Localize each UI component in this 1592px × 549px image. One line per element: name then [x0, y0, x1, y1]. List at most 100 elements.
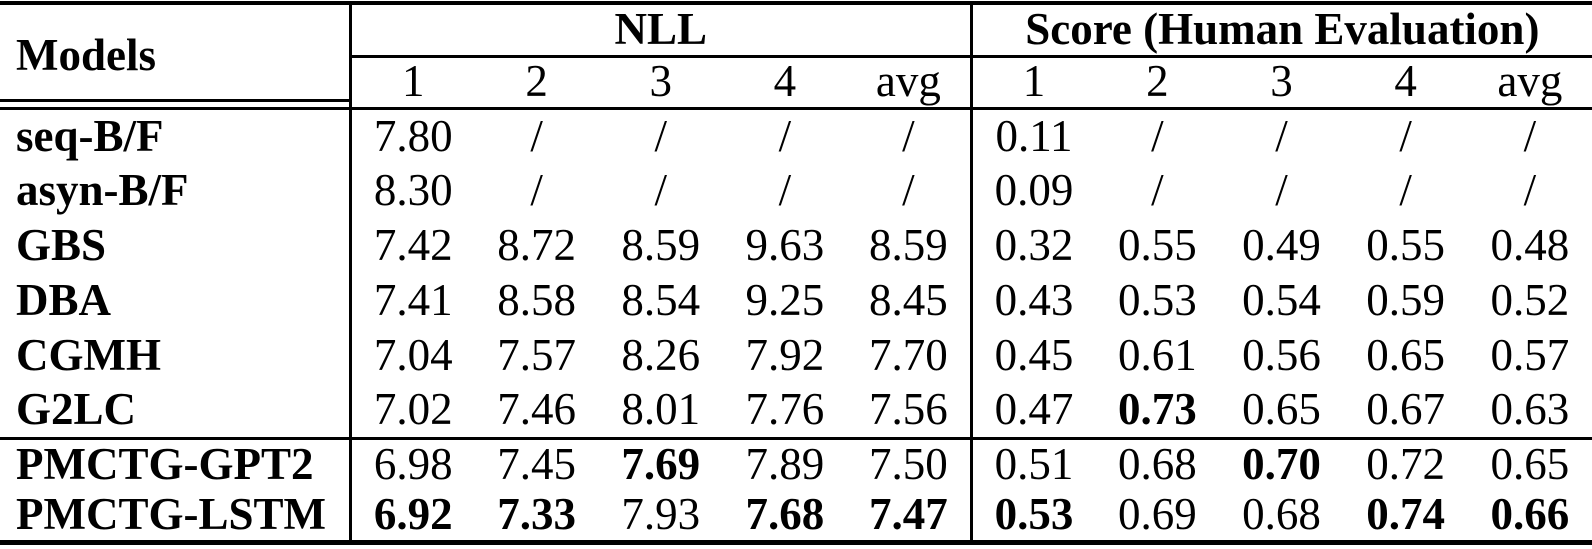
value-cell: 0.66 — [1467, 490, 1592, 545]
value-cell: 7.56 — [846, 383, 973, 438]
group-header-row: Models NLL Score (Human Evaluation) — [0, 1, 1592, 110]
value-cell: 8.59 — [846, 218, 973, 273]
value-cell: / — [778, 110, 792, 161]
value-cell: 7.80 — [373, 110, 453, 161]
table-body: seq-B/F 7.80 / / / / 0.11 / / / / asyn-B… — [0, 108, 1592, 545]
value-cell: / — [654, 164, 668, 215]
value-cell: 8.30 — [373, 164, 453, 215]
value-cell: / — [1275, 110, 1288, 161]
row-label: PMCTG-LSTM — [0, 490, 352, 545]
value-cell: 0.49 — [1242, 219, 1321, 270]
value-cell: 0.65 — [1467, 436, 1592, 490]
table-header: Models NLL Score (Human Evaluation) 1 2 … — [0, 1, 1592, 110]
row-label: asyn-B/F — [0, 163, 352, 218]
row-label: G2LC — [0, 383, 352, 438]
group-header-score: Score (Human Evaluation) — [971, 1, 1592, 58]
value-cell: 7.02 — [373, 384, 453, 435]
value-cell: / — [654, 110, 668, 161]
value-cell: / — [1523, 110, 1537, 161]
value-cell: 0.68 — [1095, 436, 1220, 490]
value-cell: 0.69 — [1095, 490, 1220, 545]
models-column-underline — [0, 99, 350, 102]
value-cell: / — [1523, 164, 1537, 215]
subcol-header-nll-2: 2 — [474, 56, 599, 110]
value-cell: 7.68 — [722, 490, 847, 545]
value-cell: 8.54 — [621, 274, 701, 325]
value-cell: 7.50 — [846, 436, 973, 490]
table-row-dba: DBA 7.41 8.58 8.54 9.25 8.45 0.43 0.53 0… — [0, 273, 1592, 328]
value-cell: 9.25 — [745, 274, 825, 325]
value-cell: 0.63 — [1490, 384, 1570, 435]
value-cell: 7.92 — [745, 329, 825, 380]
value-cell: 7.70 — [846, 328, 973, 383]
value-cell: 0.56 — [1242, 329, 1321, 380]
table-row-pmctg-lstm: PMCTG-LSTM 6.92 7.33 7.93 7.68 7.47 0.53… — [0, 490, 1592, 545]
value-cell: 0.68 — [1219, 490, 1344, 545]
value-cell: 7.47 — [846, 490, 973, 545]
value-cell: 7.04 — [373, 329, 453, 380]
value-cell: 0.65 — [1242, 384, 1321, 435]
subcol-header-score-2: 2 — [1095, 56, 1220, 110]
subcol-header-score-3: 3 — [1219, 56, 1344, 110]
value-cell: 0.43 — [994, 274, 1074, 325]
subcol-header-nll-avg: avg — [846, 56, 973, 110]
value-cell: / — [846, 108, 973, 163]
group-header-nll: NLL — [350, 1, 973, 58]
subcol-header-nll-4: 4 — [722, 56, 847, 110]
row-label: PMCTG-GPT2 — [0, 436, 352, 490]
row-label: DBA — [0, 273, 352, 328]
value-cell: 0.55 — [1366, 219, 1446, 270]
value-cell: 0.61 — [1118, 329, 1197, 380]
row-label: GBS — [0, 218, 352, 273]
value-cell: 0.55 — [1118, 219, 1197, 270]
value-cell: / — [1275, 164, 1288, 215]
subcol-header-score-4: 4 — [1343, 56, 1468, 110]
subcol-header-nll-1: 1 — [350, 56, 475, 110]
value-cell: / — [530, 164, 543, 215]
value-cell: 7.69 — [598, 436, 723, 490]
table-row-g2lc: G2LC 7.02 7.46 8.01 7.76 7.56 0.47 0.73 … — [0, 383, 1592, 438]
table-row-seq-bf: seq-B/F 7.80 / / / / 0.11 / / / / — [0, 108, 1592, 163]
value-cell: 8.45 — [846, 273, 973, 328]
table-row-cgmh: CGMH 7.04 7.57 8.26 7.92 7.70 0.45 0.61 … — [0, 328, 1592, 383]
value-cell: 8.01 — [621, 384, 701, 435]
value-cell: 0.47 — [994, 384, 1074, 435]
value-cell: 7.45 — [474, 436, 599, 490]
value-cell: 6.92 — [350, 490, 475, 545]
value-cell: 0.51 — [971, 436, 1096, 490]
value-cell: 0.72 — [1343, 436, 1468, 490]
value-cell: / — [1399, 110, 1412, 161]
models-header-cell: Models — [0, 1, 352, 110]
value-cell: 0.53 — [1118, 274, 1197, 325]
value-cell: 0.57 — [1490, 329, 1570, 380]
value-cell: 7.41 — [373, 274, 453, 325]
value-cell: / — [1151, 110, 1164, 161]
subcol-header-score-1: 1 — [971, 56, 1096, 110]
value-cell: 7.33 — [474, 490, 599, 545]
subcolumn-header-row: 1 2 3 4 avg 1 2 3 4 avg — [0, 56, 1592, 110]
value-cell: / — [1151, 164, 1164, 215]
value-cell: 0.54 — [1242, 274, 1321, 325]
value-cell: 8.26 — [621, 329, 701, 380]
value-cell: 8.58 — [497, 274, 576, 325]
value-cell: 9.63 — [745, 219, 825, 270]
value-cell: 0.52 — [1490, 274, 1570, 325]
table-row-asyn-bf: asyn-B/F 8.30 / / / / 0.09 / / / / — [0, 163, 1592, 218]
value-cell: 0.74 — [1343, 490, 1468, 545]
value-cell: 7.76 — [745, 384, 825, 435]
value-cell: 8.72 — [497, 219, 576, 270]
value-cell: 0.32 — [994, 219, 1074, 270]
table-row-pmctg-gpt2: PMCTG-GPT2 6.98 7.45 7.69 7.89 7.50 0.51… — [0, 436, 1592, 490]
table-row-gbs: GBS 7.42 8.72 8.59 9.63 8.59 0.32 0.55 0… — [0, 218, 1592, 273]
value-cell: 0.65 — [1366, 329, 1446, 380]
value-cell: 0.67 — [1366, 384, 1446, 435]
row-label: CGMH — [0, 328, 352, 383]
value-cell: 0.53 — [971, 490, 1096, 545]
value-cell: 0.59 — [1366, 274, 1446, 325]
value-cell: 0.73 — [1118, 384, 1197, 435]
value-cell: 0.48 — [1490, 219, 1570, 270]
value-cell: 7.89 — [722, 436, 847, 490]
value-cell: 7.42 — [373, 219, 453, 270]
